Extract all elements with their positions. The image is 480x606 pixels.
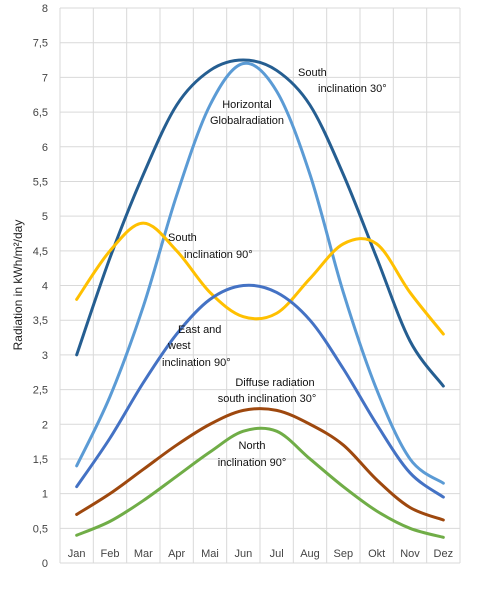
x-tick-label: Jan (68, 548, 86, 560)
series-label: south inclination 30° (218, 393, 317, 405)
series-label: Horizontal (222, 99, 272, 111)
x-tick-label: Dez (434, 548, 454, 560)
series-label: South (168, 232, 197, 244)
y-tick-label: 2 (42, 419, 48, 431)
series-label: inclination 90° (218, 457, 287, 469)
y-tick-label: 6,5 (33, 107, 48, 119)
series-label: Diffuse radiation (235, 377, 314, 389)
series-line (75, 283, 445, 499)
y-tick-label: 4,5 (33, 246, 48, 258)
y-tick-label: 0,5 (33, 523, 48, 535)
series-line (75, 407, 445, 522)
series-label: South (298, 67, 327, 79)
series-line (75, 61, 445, 485)
x-tick-label: Aug (300, 548, 320, 560)
series-label: inclination 30° (318, 83, 387, 95)
x-tick-label: Nov (400, 548, 420, 560)
y-tick-label: 1,5 (33, 454, 48, 466)
y-tick-label: 1 (42, 489, 48, 501)
series-line (75, 58, 445, 388)
y-tick-label: 8 (42, 3, 48, 15)
x-tick-label: Mai (201, 548, 219, 560)
y-tick-label: 7 (42, 72, 48, 84)
x-tick-label: Okt (368, 548, 385, 560)
series-line (75, 221, 445, 336)
y-axis-label: Radiation in kWh/m²/day (11, 220, 25, 351)
series-label: North (239, 440, 266, 452)
y-tick-label: 0 (42, 558, 48, 570)
y-tick-label: 5,5 (33, 176, 48, 188)
x-tick-label: Apr (168, 548, 185, 560)
series-label: west (167, 340, 191, 352)
y-tick-label: 7,5 (33, 38, 48, 50)
x-tick-label: Sep (334, 548, 354, 560)
y-tick-label: 6 (42, 142, 48, 154)
series-line (75, 426, 445, 539)
y-tick-label: 3,5 (33, 315, 48, 327)
y-tick-label: 4 (42, 281, 48, 293)
x-tick-label: Feb (101, 548, 120, 560)
y-tick-label: 3 (42, 350, 48, 362)
x-tick-label: Jun (234, 548, 252, 560)
x-tick-label: Jul (270, 548, 284, 560)
series-label: inclination 90° (162, 357, 231, 369)
series-label: East and (178, 324, 221, 336)
series-label: inclination 90° (184, 249, 253, 261)
y-tick-label: 2,5 (33, 385, 48, 397)
y-tick-label: 5 (42, 211, 48, 223)
series-label: Globalradiation (210, 115, 284, 127)
x-tick-label: Mar (134, 548, 153, 560)
